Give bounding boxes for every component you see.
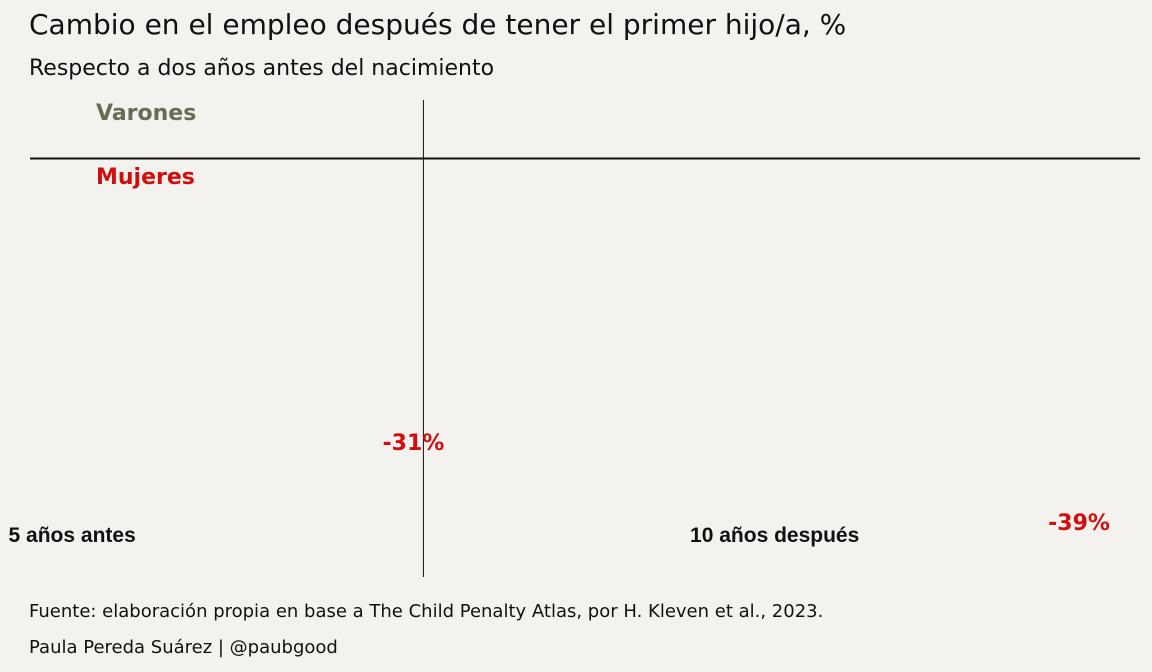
series-label-mujeres: Mujeres xyxy=(96,165,195,190)
source-note: Fuente: elaboración propia en base a The… xyxy=(29,601,824,622)
x-tick-label-1: 5 años antes xyxy=(9,524,136,547)
data-label-1: -31% xyxy=(383,431,445,456)
chart-title: Cambio en el empleo después de tener el … xyxy=(29,8,847,41)
x-tick-label-2: 10 años después xyxy=(690,524,859,547)
data-label-2: -39% xyxy=(1048,511,1110,536)
series-label-varones: Varones xyxy=(96,101,196,126)
chart-subtitle: Respecto a dos años antes del nacimiento xyxy=(29,56,495,81)
author-credit: Paula Pereda Suárez | @paubgood xyxy=(29,637,338,658)
